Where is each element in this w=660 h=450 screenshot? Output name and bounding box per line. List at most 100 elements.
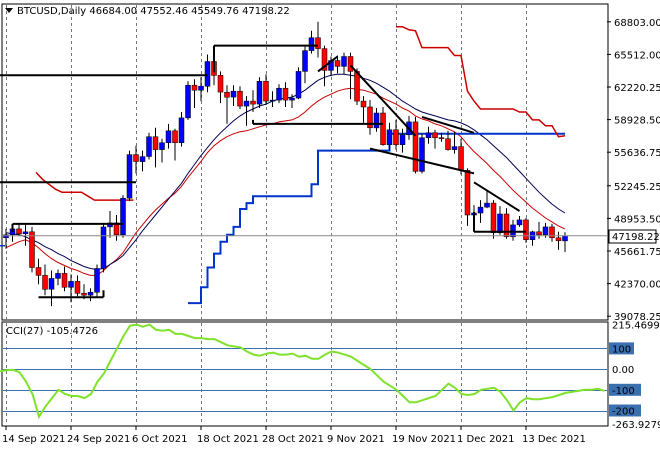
candle-down — [42, 275, 48, 290]
candle-down — [523, 219, 529, 240]
candle-down — [367, 106, 373, 129]
cci-header: CCI(27) -105.4726 — [6, 326, 98, 337]
candle-up — [55, 273, 61, 279]
current-price-label: 47198.22 — [612, 232, 660, 243]
date-tick-label: 14 Sep 2021 — [2, 434, 65, 445]
candle-up — [295, 71, 302, 99]
vertical-grid — [6, 5, 527, 425]
candle-up — [48, 278, 55, 290]
date-tick-label: 28 Oct 2021 — [262, 434, 324, 445]
candle-down — [380, 112, 386, 145]
trend-line — [349, 64, 417, 137]
candle-up — [204, 61, 211, 87]
candle-down — [133, 154, 139, 162]
candle-down — [81, 292, 87, 296]
candle-up — [139, 156, 146, 162]
candle-up — [373, 112, 380, 129]
candle-up — [386, 129, 393, 145]
candle-up — [100, 226, 107, 269]
candle-down — [29, 231, 35, 268]
collapse-arrow-icon[interactable] — [5, 8, 13, 13]
date-tick-label: 19 Nov 2021 — [392, 434, 456, 445]
date-tick-label: 9 Nov 2021 — [327, 434, 385, 445]
cci-level-box — [609, 383, 641, 396]
candle-down — [347, 56, 354, 72]
cci-tick-label: 100 — [612, 344, 631, 355]
candle-down — [458, 146, 464, 171]
price-tick-label: 58928.50 — [614, 116, 660, 127]
candle-down — [445, 138, 451, 150]
candle-up — [497, 213, 503, 234]
price-tick-label: 48953.50 — [614, 214, 660, 225]
cci-tick-label: -263.9279 — [612, 420, 660, 431]
candle-down — [354, 71, 360, 102]
candle-down — [555, 237, 562, 242]
candle-down — [282, 87, 289, 101]
candle-up — [198, 85, 204, 91]
trend-line — [369, 147, 475, 175]
stop-line-left — [35, 171, 134, 201]
candle-up — [341, 56, 347, 67]
candle-down — [549, 226, 555, 239]
cci-line — [0, 323, 605, 420]
candle-down — [217, 75, 224, 93]
cci-level-lines — [3, 348, 607, 412]
indicator-lines — [0, 26, 605, 420]
candle-up — [399, 134, 406, 145]
price-tick-label: 62220.25 — [614, 83, 660, 94]
candle-up — [308, 37, 315, 51]
candle-up — [516, 219, 523, 226]
date-tick-label: 18 Oct 2021 — [197, 434, 259, 445]
candle-down — [61, 273, 68, 288]
candle-down — [237, 90, 243, 107]
candle-down — [360, 100, 367, 108]
candle-down — [172, 130, 178, 143]
stop-line-right — [396, 26, 566, 138]
current-price-box — [608, 229, 657, 244]
candle-down — [393, 129, 399, 145]
candle-up — [68, 281, 74, 288]
price-tick-label: 39078.25 — [614, 312, 660, 323]
price-panel-frame — [1, 3, 609, 321]
price-tick-label: 45661.75 — [614, 247, 660, 258]
candle-up — [120, 197, 126, 236]
price-tick-label: 65512.00 — [614, 50, 660, 61]
candle-up — [289, 97, 295, 101]
candle-up — [87, 291, 94, 296]
candle-down — [263, 81, 269, 102]
candle-up — [243, 100, 250, 107]
price-axis: 68803.00 65512.00 62220.25 58928.50 55636.75… — [3, 18, 660, 323]
candle-down — [334, 60, 341, 67]
candle-down — [412, 121, 419, 172]
candle-up — [178, 117, 185, 143]
candle-up — [269, 99, 276, 102]
candle-down — [464, 170, 471, 216]
cci-level-box — [609, 404, 641, 417]
date-tick-label: 1 Dec 2021 — [457, 434, 515, 445]
cci-axis: 215.4699 100 0.00 -100 -200 -263.9279 — [609, 321, 660, 431]
candle-up — [126, 154, 133, 199]
candle-down — [74, 281, 81, 294]
candle-up — [94, 268, 100, 293]
candles — [3, 21, 568, 307]
candle-up — [484, 202, 490, 208]
trend-line — [317, 55, 339, 73]
cci-level-box — [609, 342, 634, 355]
candle-up — [419, 137, 425, 172]
candle-down — [503, 213, 510, 238]
trend-line — [421, 115, 475, 134]
candle-up — [276, 87, 282, 101]
candle-up — [22, 231, 29, 235]
candle-up — [230, 90, 237, 98]
candle-down — [16, 228, 22, 235]
symbol-header: BTCUSD,Daily 46684.00 47552.46 45549.76 … — [17, 6, 290, 17]
candle-down — [536, 231, 542, 236]
cci-tick-label: 0.00 — [612, 365, 634, 376]
cci-tick-label: 215.4699 — [612, 321, 660, 332]
candle-up — [425, 132, 432, 139]
candle-down — [35, 267, 42, 276]
date-axis: 14 Sep 2021 24 Sep 2021 6 Oct 2021 18 Oct 2… — [2, 426, 586, 445]
indicator-line — [188, 132, 565, 305]
cci-tick-label: -100 — [612, 386, 635, 397]
